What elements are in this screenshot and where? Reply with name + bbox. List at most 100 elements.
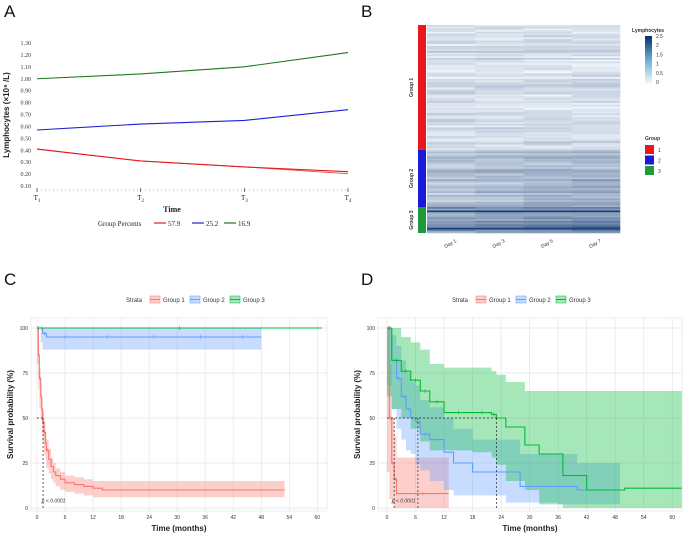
x-tick-label: 36	[202, 515, 208, 521]
heatmap-cell	[571, 47, 621, 50]
heatmap-cell	[571, 179, 621, 182]
heatmap-cell	[475, 172, 524, 175]
heatmap-cell	[571, 33, 621, 36]
heatmap-cell	[523, 77, 573, 80]
heatmap-cell	[427, 106, 476, 109]
heatmap-cell	[523, 83, 573, 86]
heatmap-cell	[427, 78, 476, 81]
heatmap-cell	[427, 186, 476, 189]
x-tick-label: 30	[174, 515, 180, 521]
b-column-label: Day 3	[492, 238, 507, 250]
heatmap-cell	[427, 125, 476, 128]
heatmap-cell	[475, 227, 524, 230]
heatmap-cell	[523, 158, 573, 161]
legend-label-group-3: Group 3	[569, 298, 591, 304]
heatmap-cell	[571, 203, 621, 206]
ci-band-group-2	[387, 328, 620, 505]
heatmap-cell	[571, 174, 621, 177]
heatmap-cell	[523, 109, 573, 112]
heatmap-cell	[475, 125, 524, 128]
heatmap-cell	[427, 96, 476, 99]
heatmap-cell	[571, 54, 621, 57]
heatmap-cell	[571, 113, 621, 116]
heatmap-cell	[475, 40, 524, 43]
heatmap-cell	[475, 63, 524, 66]
heatmap-cell	[523, 181, 573, 184]
heatmap-cell	[571, 37, 621, 40]
heatmap-cell	[571, 224, 621, 227]
heatmap-cell	[427, 227, 476, 230]
heatmap-cell	[427, 52, 476, 55]
b-column-label: Day 1	[443, 238, 458, 250]
survival-curve-group-3	[387, 327, 682, 491]
heatmap-cell	[523, 186, 573, 189]
heatmap-cell	[427, 181, 476, 184]
panel-a-line-chart: 0.10 0.20 0.30 0.40 0.50 0.60 0.70 0.80 0.90 1.00…	[2, 41, 352, 228]
panel-c-km-plot: 0 6 12 18 24 30 36 42 48 54 60 0 25 50 75 100 p < 0.0001…	[6, 295, 328, 533]
heatmap-cell	[571, 77, 621, 80]
heatmap-cell	[523, 151, 573, 154]
a-y-tick-label: 0.60	[21, 124, 32, 130]
survival-curve-group-2	[387, 327, 620, 491]
heatmap-cell	[427, 165, 476, 168]
heatmap-cell	[427, 115, 476, 118]
heatmap-cell	[475, 163, 524, 166]
heatmap-cell	[523, 63, 573, 66]
a-y-tick-label: 1.10	[21, 65, 32, 71]
heatmap-cell	[475, 213, 524, 216]
heatmap-cell	[571, 175, 621, 178]
b-group-legend-swatch-2	[645, 155, 654, 165]
heatmap-cell	[475, 73, 524, 76]
heatmap-cell	[571, 191, 621, 194]
heatmap-cell	[427, 142, 476, 145]
heatmap-cell	[475, 187, 524, 190]
heatmap-cell	[475, 92, 524, 95]
heatmap-cell	[523, 179, 573, 182]
heatmap-cell	[427, 83, 476, 86]
heatmap-cell	[523, 168, 573, 171]
x-tick-label: 6	[414, 515, 417, 521]
heatmap-cell	[475, 59, 524, 62]
heatmap-cell	[475, 97, 524, 100]
heatmap-cell	[427, 219, 476, 222]
y-axis-title: Survival probability (%)	[6, 370, 15, 459]
heatmap-cell	[523, 170, 573, 173]
heatmap-cell	[427, 168, 476, 171]
heatmap-cell	[523, 142, 573, 145]
heatmap-cell	[475, 177, 524, 180]
heatmap-cell	[475, 191, 524, 194]
heatmap-cell	[523, 99, 573, 102]
a-y-tick-label: 1.00	[21, 77, 32, 83]
heatmap-cell	[523, 30, 573, 33]
heatmap-cell	[427, 194, 476, 197]
heatmap-cell	[475, 217, 524, 220]
x-tick-label: 0	[386, 515, 389, 521]
heatmap-cell	[427, 89, 476, 92]
heatmap-cell	[571, 125, 621, 128]
heatmap-cell	[523, 129, 573, 132]
heatmap-cell	[523, 222, 573, 225]
heatmap-cell	[427, 75, 476, 78]
heatmap-cell	[523, 193, 573, 196]
heatmap-cell	[475, 161, 524, 164]
heatmap-cell	[571, 141, 621, 144]
heatmap-cell	[427, 26, 476, 29]
heatmap-cell	[427, 141, 476, 144]
p-value-label: p < 0.0001	[391, 499, 416, 505]
heatmap-cell	[571, 229, 621, 232]
heatmap-cell	[571, 208, 621, 211]
heatmap-cell	[427, 42, 476, 45]
b-colorbar-tick: 0	[656, 80, 659, 86]
heatmap-cell	[427, 70, 476, 73]
heatmap-cell	[571, 25, 621, 28]
heatmap-cell	[523, 85, 573, 88]
heatmap-cell	[427, 189, 476, 192]
heatmap-cell	[523, 61, 573, 64]
a-y-tick-label: 0.10	[21, 184, 32, 190]
heatmap-cell	[475, 222, 524, 225]
heatmap-cell	[523, 123, 573, 126]
a-series-line-2	[36, 109, 349, 131]
x-tick-label: 36	[555, 515, 561, 521]
heatmap-cell	[523, 52, 573, 55]
heatmap-cell	[427, 87, 476, 90]
